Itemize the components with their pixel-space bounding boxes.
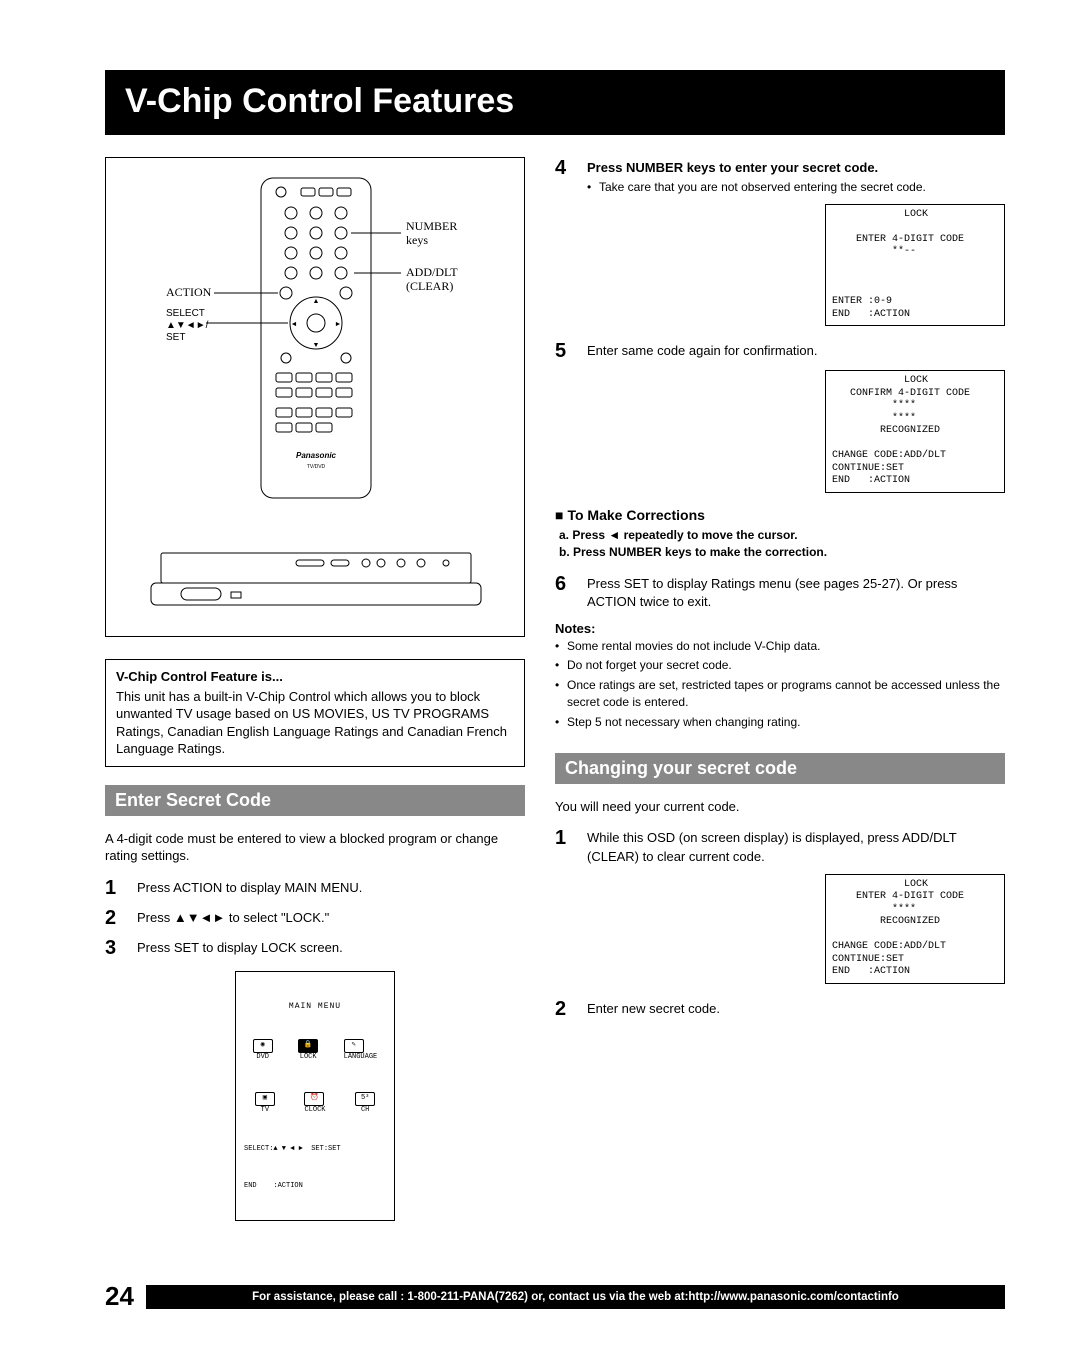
step-number: 6 [555, 573, 577, 595]
svg-text:ADD/DLT: ADD/DLT [406, 265, 458, 279]
dvd-icon: ◉ [253, 1039, 273, 1053]
correction-a: a. Press ◄ repeatedly to move the cursor… [559, 527, 1005, 544]
notes-list: •Some rental movies do not include V-Chi… [555, 638, 1005, 731]
feature-box-heading: V-Chip Control Feature is... [116, 668, 514, 686]
left-column: ▲ ▼ ◄ ► Panasonic TV/DVD [105, 157, 525, 1221]
note: Step 5 not necessary when changing ratin… [567, 714, 800, 731]
feature-box-body: This unit has a built-in V-Chip Control … [116, 688, 514, 758]
svg-text:SET: SET [166, 332, 185, 343]
correction-b: b. Press NUMBER keys to make the correct… [559, 544, 1005, 561]
step-text: Enter same code again for confirmation. [587, 340, 818, 360]
ch-icon: 5³ [355, 1092, 375, 1106]
step-text: Press SET to display LOCK screen. [137, 937, 343, 957]
change-step-2: 2 Enter new secret code. [555, 998, 1005, 1020]
osd-footer: END :ACTION [240, 1182, 390, 1192]
step-2: 2 Press ▲▼◄► to select "LOCK." [105, 907, 525, 929]
step-3: 3 Press SET to display LOCK screen. [105, 937, 525, 959]
section-enter-code: Enter Secret Code [105, 785, 525, 816]
section-change-code: Changing your secret code [555, 753, 1005, 784]
lock-osd-2: LOCK CONFIRM 4-DIGIT CODE **** **** RECO… [825, 370, 1005, 493]
svg-text:▼: ▼ [313, 342, 320, 349]
footer-help-bar: For assistance, please call : 1-800-211-… [146, 1285, 1005, 1309]
svg-text:◄: ◄ [291, 321, 298, 328]
note: Do not forget your secret code. [567, 657, 732, 674]
content-columns: ▲ ▼ ◄ ► Panasonic TV/DVD [105, 157, 1005, 1221]
note: Some rental movies do not include V-Chip… [567, 638, 820, 655]
lock-icon: 🔒 [298, 1039, 318, 1053]
clock-icon: ⏰ [304, 1092, 324, 1106]
remote-diagram: ▲ ▼ ◄ ► Panasonic TV/DVD [105, 157, 525, 637]
step-number: 3 [105, 937, 127, 959]
section1-intro: A 4-digit code must be entered to view a… [105, 830, 525, 865]
step-number: 2 [555, 998, 577, 1020]
step-6: 6 Press SET to display Ratings menu (see… [555, 573, 1005, 611]
step-number: 2 [105, 907, 127, 929]
feature-explainer-box: V-Chip Control Feature is... This unit h… [105, 659, 525, 767]
step-number: 1 [555, 827, 577, 849]
step-text: Enter new secret code. [587, 998, 720, 1018]
svg-text:▲: ▲ [313, 298, 320, 305]
main-menu-osd: MAIN MENU ◉DVD 🔒LOCK ✎LANGUAGE ▣TV ⏰CLOC… [235, 971, 395, 1222]
step-text: Press NUMBER keys to enter your secret c… [587, 159, 926, 177]
remote-svg: ▲ ▼ ◄ ► Panasonic TV/DVD [106, 158, 525, 637]
svg-text:Panasonic: Panasonic [296, 451, 337, 460]
tv-icon: ▣ [255, 1092, 275, 1106]
manual-page: V-Chip Control Features [0, 0, 1080, 1352]
step-number: 5 [555, 340, 577, 362]
lock-osd-1: LOCK ENTER 4-DIGIT CODE **-- ENTER :0-9 … [825, 204, 1005, 327]
step-number: 4 [555, 157, 577, 179]
svg-text:keys: keys [406, 233, 428, 247]
change-step-1: 1 While this OSD (on screen display) is … [555, 827, 1005, 865]
svg-text:►: ► [335, 321, 342, 328]
osd-title: MAIN MENU [240, 1001, 390, 1012]
svg-text:ACTION: ACTION [166, 285, 212, 299]
page-number: 24 [105, 1281, 134, 1312]
step-1: 1 Press ACTION to display MAIN MENU. [105, 877, 525, 899]
section2-intro: You will need your current code. [555, 798, 1005, 816]
note: Once ratings are set, restricted tapes o… [567, 677, 1005, 712]
notes-heading: Notes: [555, 621, 1005, 636]
svg-text:NUMBER: NUMBER [406, 219, 457, 233]
step-text: Press SET to display Ratings menu (see p… [587, 573, 1005, 611]
svg-text:(CLEAR): (CLEAR) [406, 279, 453, 293]
corrections-heading: ■To Make Corrections [555, 507, 1005, 523]
osd-footer: SELECT:▲ ▼ ◄ ► SET:SET [240, 1145, 390, 1155]
step-5: 5 Enter same code again for confirmation… [555, 340, 1005, 362]
step-text: While this OSD (on screen display) is di… [587, 827, 1005, 865]
svg-text:▲▼◄►/: ▲▼◄►/ [166, 320, 209, 331]
svg-text:SELECT: SELECT [166, 308, 205, 319]
step-4: 4 Press NUMBER keys to enter your secret… [555, 157, 1005, 196]
square-bullet-icon: ■ [555, 507, 563, 523]
lock-osd-3: LOCK ENTER 4-DIGIT CODE **** RECOGNIZED … [825, 874, 1005, 984]
page-footer: 24 For assistance, please call : 1-800-2… [105, 1281, 1005, 1312]
right-column: 4 Press NUMBER keys to enter your secret… [555, 157, 1005, 1221]
step-text: Press ACTION to display MAIN MENU. [137, 877, 362, 897]
svg-text:TV/DVD: TV/DVD [307, 464, 326, 470]
step-sub-text: Take care that you are not observed ente… [599, 179, 926, 196]
step-text: Press ▲▼◄► to select "LOCK." [137, 907, 329, 927]
language-icon: ✎ [344, 1039, 364, 1053]
page-title: V-Chip Control Features [105, 70, 1005, 135]
step-number: 1 [105, 877, 127, 899]
